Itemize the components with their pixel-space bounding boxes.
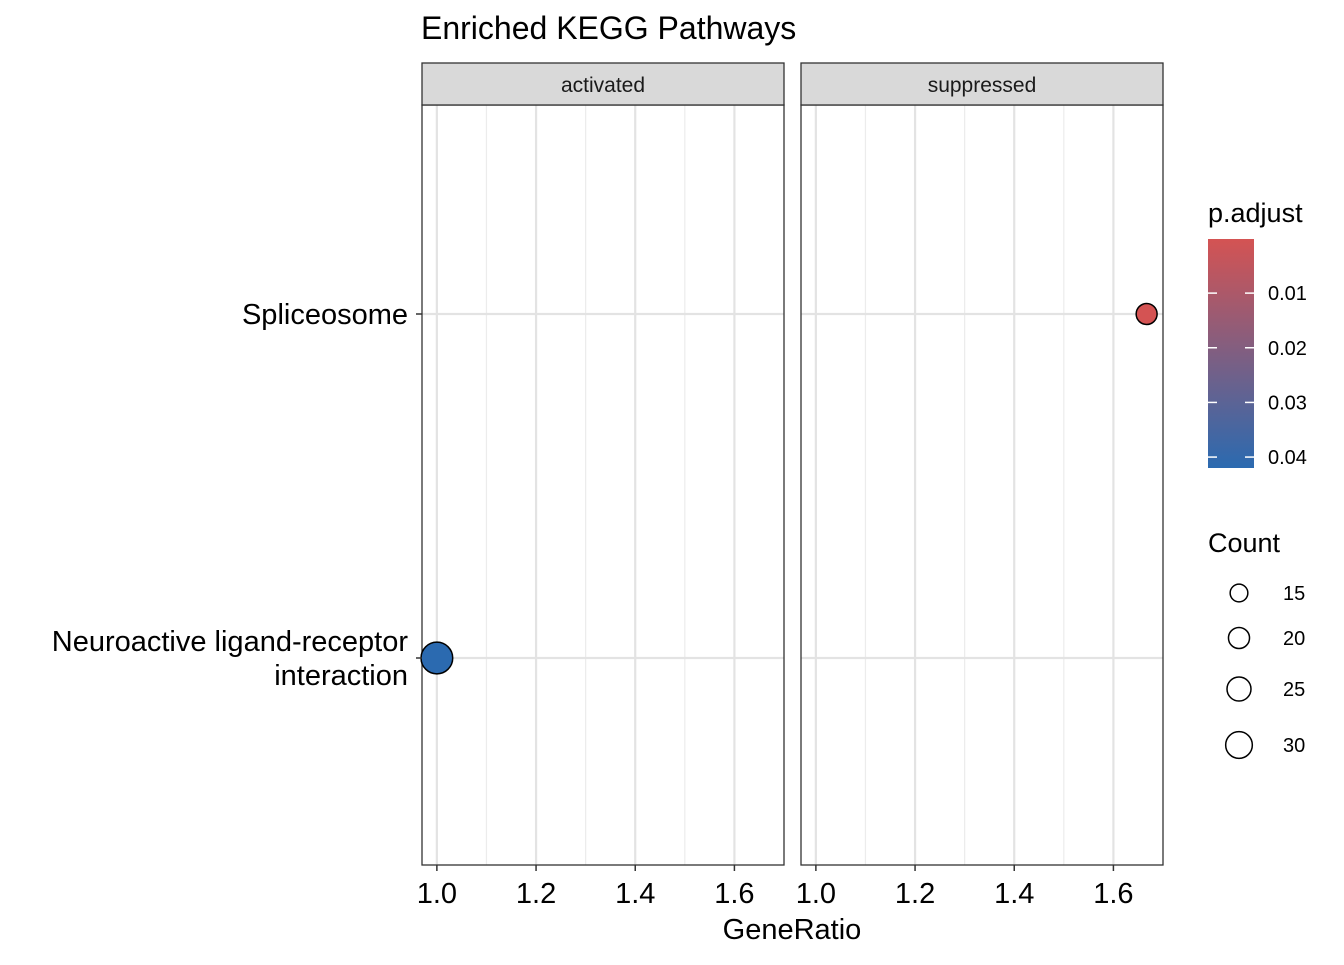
y-category-label: Neuroactive ligand-receptor <box>52 626 409 658</box>
x-tick-label: 1.2 <box>516 878 556 910</box>
facet-strip <box>421 62 785 106</box>
count-legend-title: Count <box>1208 528 1281 558</box>
size-legend-label: 20 <box>1283 628 1305 650</box>
size-legend-label: 15 <box>1283 583 1305 605</box>
x-tick-label: 1.2 <box>895 878 935 910</box>
count-legend: Count 15 20 25 30 <box>1208 528 1305 760</box>
facet-strip-label: suppressed <box>928 74 1037 97</box>
y-category-label: Spliceosome <box>242 299 408 331</box>
size-legend-circle <box>1224 730 1254 760</box>
x-tick-label: 1.6 <box>1093 878 1133 910</box>
size-legend-circle <box>1227 626 1251 650</box>
x-tick-label: 1.4 <box>615 878 655 910</box>
facet-panels: activated 1.0 1.2 1.4 1.6 suppressed 1.0 1.2 1.4… <box>417 62 1164 910</box>
x-tick-label: 1.0 <box>417 878 457 910</box>
p-adjust-legend-title: p.adjust <box>1208 198 1303 228</box>
panel-background <box>801 105 1163 865</box>
data-point <box>1135 302 1158 326</box>
color-bar-label: 0.01 <box>1268 283 1307 305</box>
size-legend-circle <box>1229 583 1249 603</box>
color-bar-label: 0.03 <box>1268 392 1307 414</box>
facet-panel-suppressed: suppressed 1.0 1.2 1.4 1.6 <box>796 62 1164 910</box>
color-bar <box>1208 239 1254 468</box>
panel-background <box>422 105 784 865</box>
x-tick-label: 1.4 <box>994 878 1034 910</box>
y-category-label: interaction <box>274 660 408 692</box>
size-legend-label: 30 <box>1283 735 1305 757</box>
size-legend-circle <box>1226 676 1252 702</box>
x-tick-label: 1.6 <box>714 878 754 910</box>
p-adjust-legend: p.adjust 0.01 0.02 0.03 0.04 <box>1208 198 1307 469</box>
facet-strip <box>800 62 1164 106</box>
color-bar-label: 0.02 <box>1268 338 1307 360</box>
x-axis-title: GeneRatio <box>723 914 862 946</box>
data-point <box>420 641 454 675</box>
x-tick-label: 1.0 <box>796 878 836 910</box>
chart-title: Enriched KEGG Pathways <box>421 10 796 46</box>
size-legend-label: 25 <box>1283 679 1305 701</box>
facet-strip-label: activated <box>561 74 645 97</box>
color-bar-label: 0.04 <box>1268 447 1307 469</box>
facet-panel-activated: activated 1.0 1.2 1.4 1.6 <box>417 62 785 910</box>
